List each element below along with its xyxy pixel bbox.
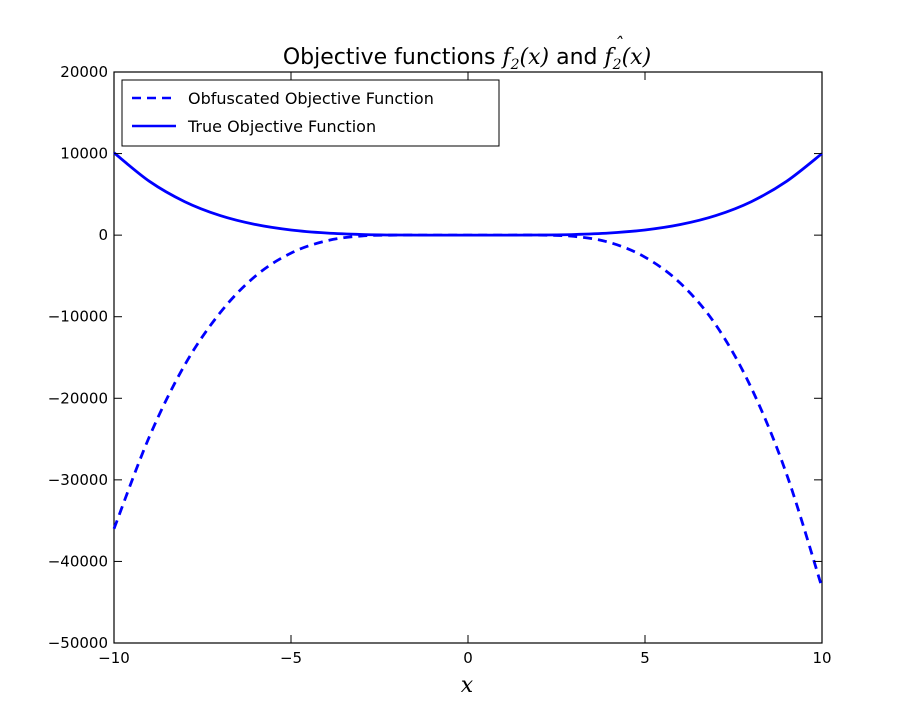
y-tick-label: −50000 (48, 634, 108, 652)
y-tick-label: −40000 (48, 552, 108, 570)
legend: Obfuscated Objective Function True Objec… (121, 79, 500, 147)
y-tick-label: −10000 (48, 308, 108, 326)
title-f-sub: 2 (510, 57, 520, 73)
y-tick-label: 10000 (60, 145, 108, 163)
y-tick-label: 0 (98, 226, 108, 244)
title-connector: and (549, 45, 604, 70)
legend-label-true: True Objective Function (187, 117, 376, 136)
y-tick-label: 20000 (60, 63, 108, 81)
series-layer (112, 151, 824, 588)
title-f-arg: (x) (520, 45, 550, 70)
x-tick-label: −10 (98, 649, 130, 667)
plot-frame (113, 71, 823, 644)
chart-title: Objective functions f2(x) and f2(x) (283, 45, 651, 73)
title-hat-accent: ˆ (614, 34, 623, 55)
legend-label-obfuscated: Obfuscated Objective Function (188, 89, 434, 108)
legend-box (121, 79, 500, 147)
y-tick-label: −20000 (48, 389, 108, 407)
x-axis-label: x (461, 673, 474, 698)
title-prefix: Objective functions (283, 45, 503, 70)
title-fhat-sub: 2 (612, 57, 622, 73)
x-tick-label: −5 (280, 649, 302, 667)
y-tick-label: −30000 (48, 471, 108, 489)
x-tick-label: 0 (463, 649, 473, 667)
tick-layer: −10 −5 0 5 10 20000 10000 0 −10000 −20000 −30000 −4… (48, 63, 832, 667)
series-line-obfuscated (112, 233, 824, 588)
series-line-true (113, 151, 823, 237)
x-tick-label: 10 (812, 649, 831, 667)
title-fhat-arg: (x) (622, 45, 652, 70)
x-tick-label: 5 (640, 649, 650, 667)
